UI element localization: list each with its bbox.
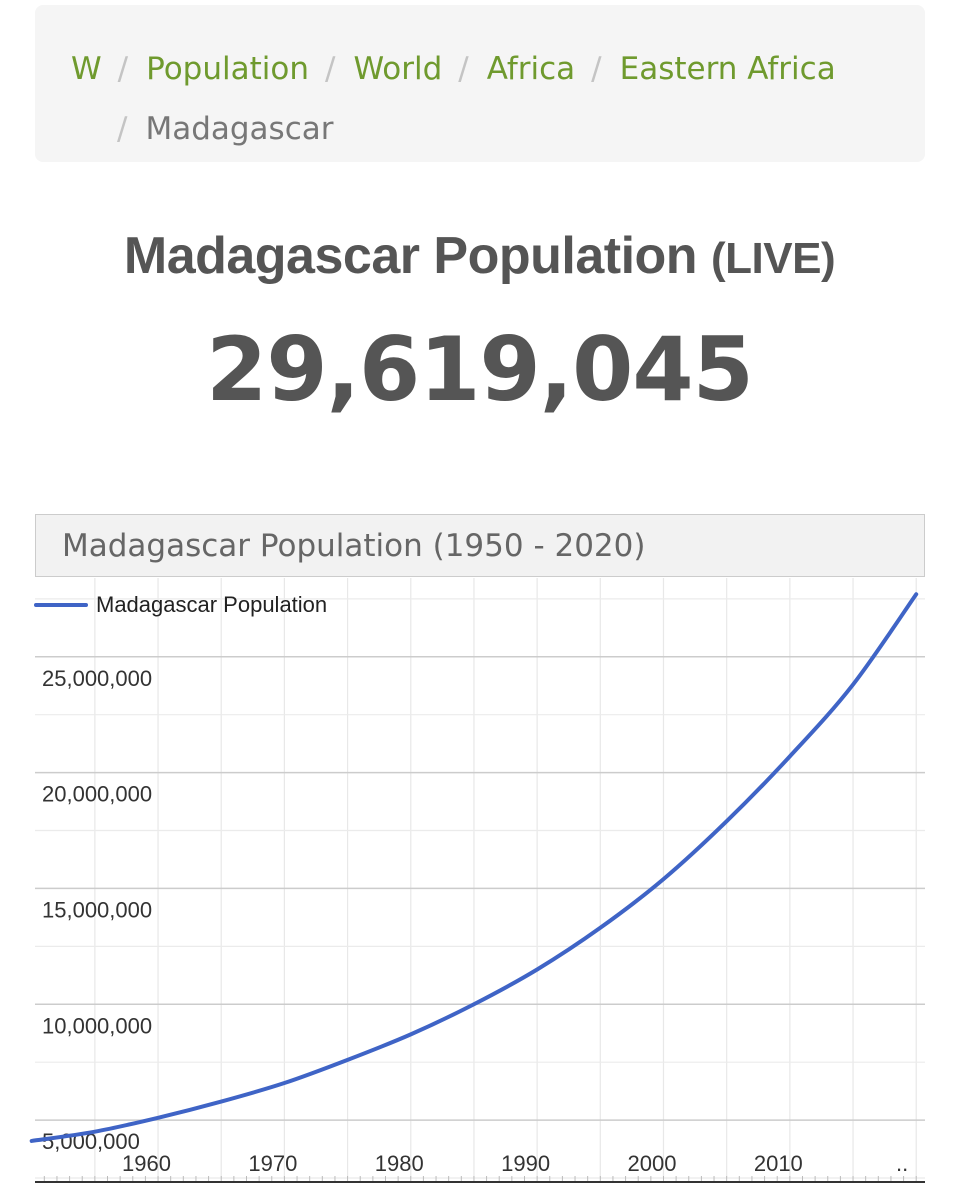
x-tick-label: 1960 <box>122 1151 171 1176</box>
x-tick-label: 1970 <box>248 1151 297 1176</box>
x-tick-label: 1980 <box>375 1151 424 1176</box>
breadcrumb-current: Madagascar <box>145 111 334 147</box>
breadcrumb: W / Population / World / Africa / Eastern Africa… <box>35 5 925 162</box>
live-suffix: (LIVE) <box>711 234 836 283</box>
population-chart: 5,000,00010,000,00015,000,00020,000,0002… <box>29 578 925 1183</box>
breadcrumb-link-eastern-africa[interactable]: Eastern Africa <box>619 51 836 87</box>
series-line-madagascar-population <box>29 592 919 1143</box>
breadcrumb-separator: / <box>324 51 336 87</box>
y-tick-label: 15,000,000 <box>42 897 152 922</box>
x-tick-label: 2000 <box>627 1151 676 1176</box>
y-tick-label: 10,000,000 <box>42 1013 152 1038</box>
breadcrumb-separator: / <box>458 51 469 87</box>
legend-label: Madagascar Population <box>96 592 327 617</box>
page-title: Madagascar Population (LIVE) <box>0 226 959 286</box>
y-tick-label: 20,000,000 <box>42 782 152 807</box>
y-tick-label: 25,000,000 <box>42 666 152 691</box>
breadcrumb-row: W / Population / World / Africa / Eastern Africa <box>71 39 925 99</box>
breadcrumb-link-population[interactable]: Population <box>146 51 309 87</box>
chart-header: Madagascar Population (1950 - 2020) <box>35 514 925 577</box>
breadcrumb-separator: / <box>591 51 602 87</box>
breadcrumb-link-africa[interactable]: Africa <box>486 51 576 87</box>
breadcrumb-link-home[interactable]: W <box>71 51 102 87</box>
breadcrumb-row: / Madagascar <box>71 99 925 159</box>
x-tick-label: 2010 <box>754 1151 803 1176</box>
breadcrumb-separator: / <box>117 111 128 147</box>
x-tick-label: 1990 <box>501 1151 550 1176</box>
breadcrumb-separator: / <box>117 51 129 87</box>
x-tick-more: .. <box>896 1151 908 1176</box>
page-title-text: Madagascar Population <box>123 227 698 285</box>
live-population-counter: 29,619,045 <box>206 318 754 421</box>
breadcrumb-link-world[interactable]: World <box>353 51 443 87</box>
